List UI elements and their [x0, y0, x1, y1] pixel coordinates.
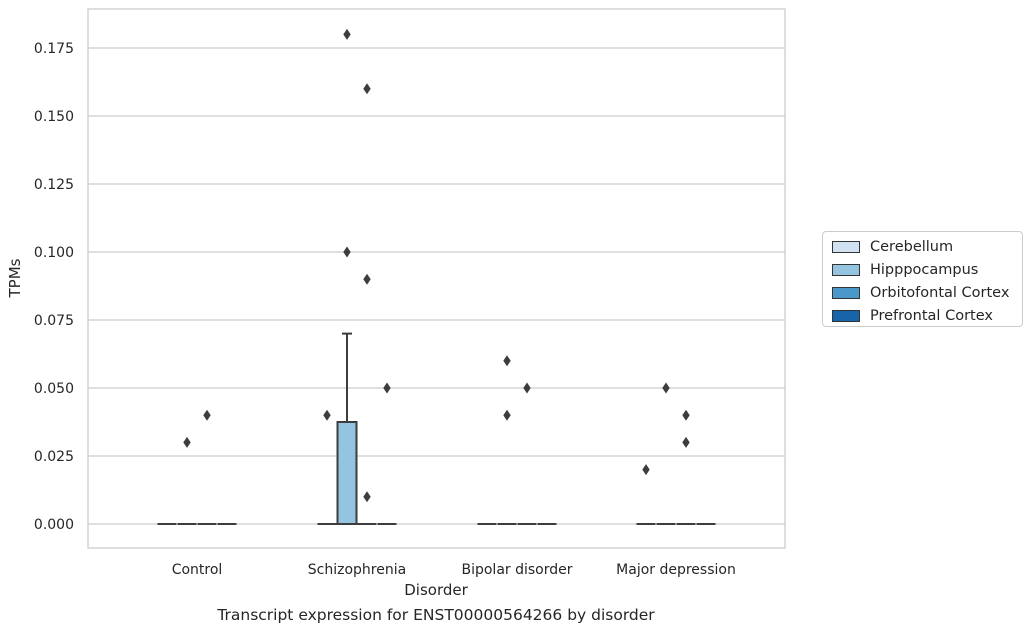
outlier-point	[682, 436, 690, 448]
legend-label: Cerebellum	[870, 238, 954, 255]
chart-caption: Transcript expression for ENST0000056426…	[217, 606, 655, 624]
legend-item: Cerebellum	[832, 235, 1022, 258]
box-group	[676, 409, 696, 525]
outlier-point	[662, 382, 670, 394]
x-tick-label: Schizophrenia	[308, 562, 406, 578]
y-tick-label: 0.075	[34, 313, 74, 329]
box-plot-marks	[157, 28, 716, 525]
legend: Cerebellum Hipppocampus Orbitofontal Corte…	[822, 231, 1023, 327]
outlier-point	[682, 409, 690, 421]
y-tick-label: 0.175	[34, 41, 74, 57]
box-group	[177, 436, 197, 525]
outlier-point	[363, 83, 371, 95]
box	[336, 421, 358, 525]
outlier-point	[343, 246, 351, 258]
outlier-point	[203, 409, 211, 421]
outlier-point	[363, 491, 371, 503]
y-tick-label: 0.150	[34, 109, 74, 125]
y-tick-label: 0.025	[34, 449, 74, 465]
legend-label: Hipppocampus	[870, 261, 979, 278]
legend-swatch	[832, 309, 860, 322]
box-group	[517, 382, 537, 525]
x-axis-label: Disorder	[404, 581, 468, 599]
legend-item: Prefrontal Cortex	[832, 304, 1022, 327]
y-tick-label: 0.125	[34, 177, 74, 193]
box-group	[656, 382, 676, 525]
outlier-point	[183, 436, 191, 448]
box-group	[377, 382, 397, 525]
legend-swatch	[832, 263, 860, 276]
box-group	[357, 83, 377, 525]
y-axis-label: TPMs	[6, 258, 24, 298]
y-tick-label: 0.100	[34, 245, 74, 261]
outlier-point	[523, 382, 531, 394]
y-tick-label: 0.000	[34, 517, 74, 533]
legend-label: Orbitofontal Cortex	[870, 284, 1010, 301]
legend-swatch	[832, 240, 860, 253]
x-tick-label: Major depression	[616, 562, 736, 578]
box-group	[336, 28, 358, 525]
legend-swatch	[832, 286, 860, 299]
y-axis: 0.000 0.025 0.050 0.075 0.100 0.125 0.150 0.175	[34, 41, 74, 533]
outlier-point	[503, 355, 511, 367]
x-tick-label: Control	[172, 562, 223, 578]
box-group	[497, 355, 517, 525]
outlier-point	[343, 28, 351, 40]
outlier-point	[323, 409, 331, 421]
box-group	[636, 464, 656, 525]
plot-frame	[87, 8, 786, 549]
box-group	[317, 409, 337, 525]
x-axis: Control Schizophrenia Bipolar disorder Majo…	[172, 562, 736, 578]
legend-item: Hipppocampus	[832, 258, 1022, 281]
outlier-point	[642, 464, 650, 476]
outlier-point	[503, 409, 511, 421]
legend-label: Prefrontal Cortex	[870, 307, 993, 324]
legend-item: Orbitofontal Cortex	[832, 281, 1022, 304]
outlier-point	[383, 382, 391, 394]
y-tick-label: 0.050	[34, 381, 74, 397]
gridlines	[88, 47, 785, 525]
x-tick-label: Bipolar disorder	[461, 562, 572, 578]
box-group	[197, 409, 217, 525]
outlier-point	[363, 273, 371, 285]
